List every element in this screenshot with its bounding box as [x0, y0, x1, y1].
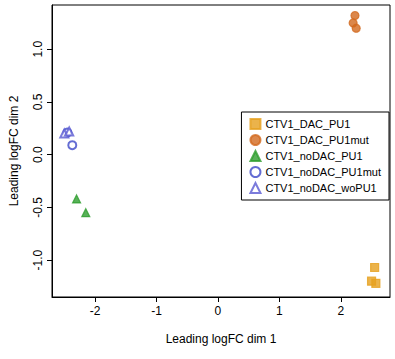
svg-text:CTV1_noDAC_woPU1: CTV1_noDAC_woPU1 — [265, 182, 376, 194]
svg-text:1.0: 1.0 — [31, 41, 45, 58]
svg-text:2: 2 — [337, 304, 344, 318]
svg-text:CTV1_noDAC_PU1mut: CTV1_noDAC_PU1mut — [265, 166, 381, 178]
svg-text:0.5: 0.5 — [31, 93, 45, 110]
svg-text:CTV1_DAC_PU1mut: CTV1_DAC_PU1mut — [265, 134, 368, 146]
svg-text:-0.5: -0.5 — [31, 197, 45, 218]
svg-text:-1: -1 — [151, 304, 162, 318]
svg-text:0: 0 — [215, 304, 222, 318]
svg-text:CTV1_DAC_PU1: CTV1_DAC_PU1 — [265, 118, 350, 130]
svg-text:-2: -2 — [90, 304, 101, 318]
svg-text:Leading logFC dim 2: Leading logFC dim 2 — [7, 95, 21, 206]
svg-text:CTV1_noDAC_PU1: CTV1_noDAC_PU1 — [265, 150, 362, 162]
svg-text:Leading logFC dim 1: Leading logFC dim 1 — [166, 332, 277, 346]
svg-text:0.0: 0.0 — [31, 146, 45, 163]
svg-text:1: 1 — [276, 304, 283, 318]
svg-text:-1.0: -1.0 — [31, 249, 45, 270]
